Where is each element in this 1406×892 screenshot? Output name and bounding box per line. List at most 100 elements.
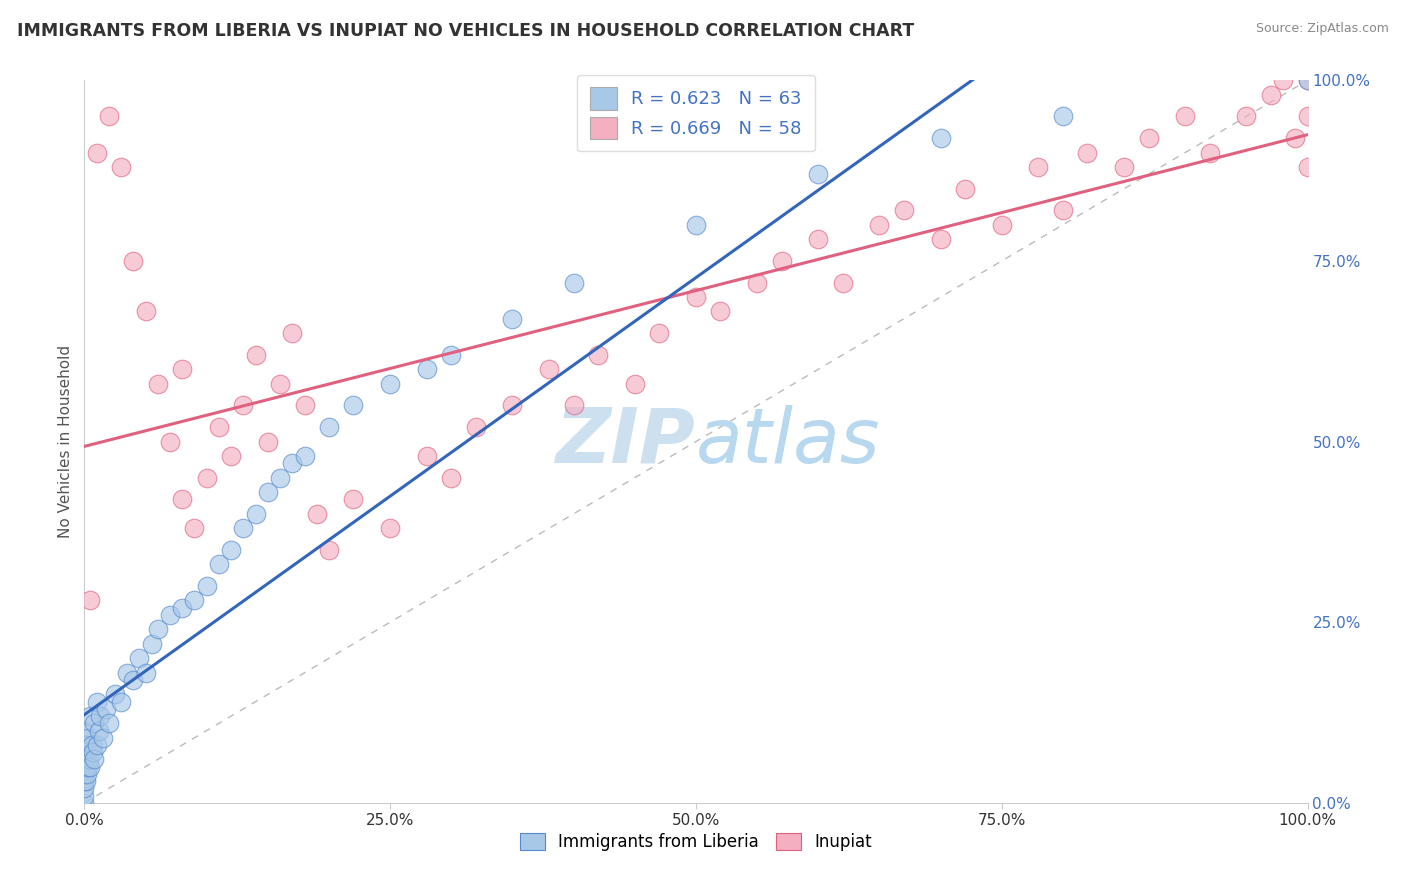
Point xyxy=(929,131,952,145)
Point xyxy=(76,767,98,781)
Point xyxy=(807,167,830,181)
Point xyxy=(79,760,101,774)
Point xyxy=(380,376,402,391)
Point xyxy=(172,600,194,615)
Point xyxy=(294,398,316,412)
Point xyxy=(232,521,254,535)
Point xyxy=(195,579,218,593)
Point xyxy=(75,774,97,789)
Point xyxy=(1296,73,1319,87)
Point xyxy=(1028,160,1050,174)
Point xyxy=(380,521,402,535)
Point xyxy=(146,623,169,637)
Point xyxy=(1296,73,1319,87)
Point xyxy=(159,434,181,449)
Point xyxy=(294,449,316,463)
Point xyxy=(73,781,96,796)
Point xyxy=(83,716,105,731)
Point xyxy=(219,449,242,463)
Point xyxy=(75,738,97,752)
Point xyxy=(1260,87,1282,102)
Point xyxy=(1236,109,1258,123)
Point xyxy=(416,362,439,376)
Point xyxy=(97,716,120,731)
Point xyxy=(1052,109,1074,123)
Point xyxy=(77,752,100,766)
Y-axis label: No Vehicles in Household: No Vehicles in Household xyxy=(58,345,73,538)
Point xyxy=(1198,145,1220,160)
Point xyxy=(73,767,96,781)
Point xyxy=(110,160,132,174)
Point xyxy=(440,348,463,362)
Point xyxy=(208,420,231,434)
Point xyxy=(269,471,291,485)
Point xyxy=(245,348,267,362)
Point xyxy=(245,507,267,521)
Point xyxy=(1284,131,1306,145)
Point xyxy=(538,362,561,376)
Point xyxy=(562,276,585,290)
Point xyxy=(1296,160,1319,174)
Text: ZIP: ZIP xyxy=(557,405,696,478)
Point xyxy=(464,420,486,434)
Point xyxy=(624,376,647,391)
Point xyxy=(1052,203,1074,218)
Point xyxy=(709,304,731,318)
Point xyxy=(75,760,97,774)
Point xyxy=(82,745,104,759)
Point xyxy=(73,774,96,789)
Point xyxy=(183,593,205,607)
Legend: Immigrants from Liberia, Inupiat: Immigrants from Liberia, Inupiat xyxy=(512,825,880,860)
Point xyxy=(146,376,169,391)
Point xyxy=(893,203,915,218)
Text: atlas: atlas xyxy=(696,405,880,478)
Point xyxy=(73,789,96,803)
Point xyxy=(73,723,96,738)
Point xyxy=(1137,131,1160,145)
Point xyxy=(440,471,463,485)
Point xyxy=(79,709,101,723)
Point xyxy=(281,326,304,341)
Point xyxy=(73,752,96,766)
Point xyxy=(685,218,707,232)
Point xyxy=(869,218,891,232)
Point xyxy=(141,637,163,651)
Point xyxy=(318,420,340,434)
Point xyxy=(281,456,304,470)
Point xyxy=(269,376,291,391)
Point xyxy=(416,449,439,463)
Point xyxy=(318,542,340,557)
Point xyxy=(219,542,242,557)
Point xyxy=(96,702,118,716)
Point xyxy=(1272,73,1295,87)
Point xyxy=(73,760,96,774)
Point xyxy=(128,651,150,665)
Point xyxy=(648,326,671,341)
Point xyxy=(77,731,100,745)
Point xyxy=(172,362,194,376)
Point xyxy=(91,731,114,745)
Point xyxy=(115,665,138,680)
Point xyxy=(502,311,524,326)
Point xyxy=(73,796,96,810)
Point xyxy=(831,276,853,290)
Point xyxy=(991,218,1014,232)
Point xyxy=(929,232,952,246)
Point xyxy=(86,695,108,709)
Point xyxy=(183,521,205,535)
Point xyxy=(257,485,280,500)
Point xyxy=(104,687,127,701)
Point xyxy=(1114,160,1136,174)
Point xyxy=(502,398,524,412)
Point xyxy=(76,745,98,759)
Point xyxy=(1174,109,1197,123)
Point xyxy=(110,695,132,709)
Point xyxy=(97,109,120,123)
Point xyxy=(1296,109,1319,123)
Point xyxy=(342,492,364,507)
Text: Source: ZipAtlas.com: Source: ZipAtlas.com xyxy=(1256,22,1389,36)
Point xyxy=(80,738,103,752)
Point xyxy=(83,752,105,766)
Point xyxy=(953,182,976,196)
Point xyxy=(257,434,280,449)
